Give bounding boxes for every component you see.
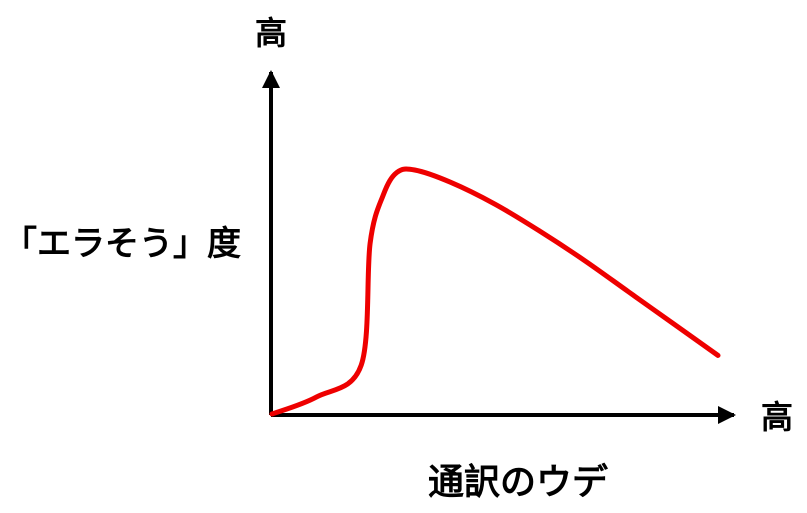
- x-axis-label: 通訳のウデ: [428, 461, 609, 503]
- y-axis-label: 「エラそう」度: [3, 224, 241, 264]
- x-axis-end-label: 高: [761, 398, 793, 436]
- y-axis-end-label: 高: [255, 14, 287, 52]
- series-line: [269, 166, 721, 417]
